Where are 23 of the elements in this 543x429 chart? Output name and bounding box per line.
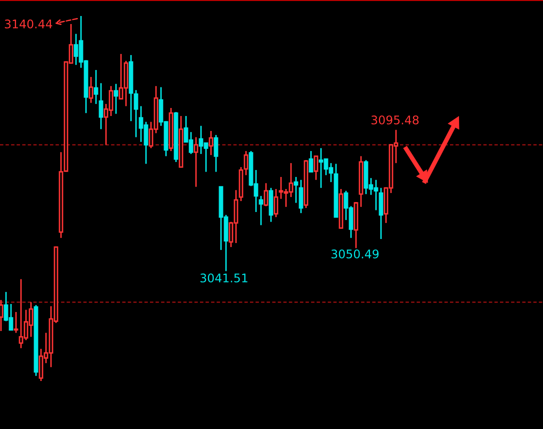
annotation: 3041.51 <box>200 273 248 282</box>
candlestick <box>114 83 118 115</box>
candlestick <box>258 195 264 226</box>
candlestick <box>294 176 298 204</box>
candlestick <box>314 155 318 181</box>
candlestick <box>14 311 18 334</box>
annotation: 3095.48 <box>371 115 419 124</box>
candlestick <box>194 136 198 188</box>
candlestick <box>264 182 268 207</box>
candlestick <box>214 134 218 173</box>
candlestick <box>0 299 4 332</box>
candlestick <box>94 69 98 105</box>
candlestick <box>98 82 104 130</box>
candlestick <box>298 179 304 214</box>
candlestick <box>244 150 248 176</box>
candlestick <box>208 130 214 156</box>
candlestick <box>378 187 384 240</box>
annotation: 3140.44 <box>4 19 52 28</box>
candlestick <box>308 150 314 173</box>
annotation: 3050.49 <box>331 249 379 258</box>
candlestick <box>88 76 94 104</box>
candlestick <box>134 89 138 138</box>
candlestick <box>274 188 278 218</box>
